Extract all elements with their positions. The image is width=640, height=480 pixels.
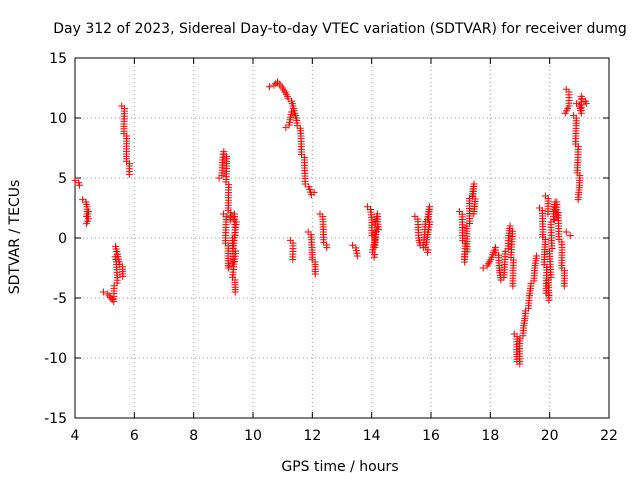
y-tick-label: 5: [58, 171, 67, 187]
x-tick-label: 14: [363, 428, 381, 444]
x-tick-label: 12: [303, 428, 321, 444]
data-point: [582, 100, 590, 108]
data-point: [82, 220, 90, 228]
data-point: [353, 252, 361, 260]
gridlines: [75, 58, 609, 418]
data-point: [370, 253, 378, 261]
data-point: [470, 210, 478, 218]
data-point: [301, 180, 309, 188]
data-point: [99, 288, 107, 296]
y-tick-label: -10: [44, 351, 67, 367]
data-point: [574, 196, 582, 204]
x-tick-label: 22: [600, 428, 618, 444]
data-point: [562, 228, 570, 236]
y-axis-ticks: -15 -10 -5 0 5 10 15: [44, 51, 609, 427]
data-point: [310, 188, 318, 196]
data-point: [561, 109, 569, 117]
x-tick-label: 4: [71, 428, 80, 444]
data-points: [71, 78, 590, 368]
chart-title: Day 312 of 2023, Sidereal Day-to-day VTE…: [53, 21, 627, 37]
data-point: [479, 264, 487, 272]
y-tick-label: 15: [49, 51, 67, 67]
data-point: [226, 216, 234, 224]
data-point: [424, 248, 432, 256]
data-point: [71, 176, 79, 184]
y-tick-label: -5: [53, 291, 67, 307]
data-point: [289, 256, 297, 264]
data-point: [311, 270, 319, 278]
data-point: [509, 282, 517, 290]
x-tick-label: 18: [481, 428, 499, 444]
data-point: [544, 210, 552, 218]
data-point: [323, 244, 331, 252]
x-tick-label: 6: [130, 428, 139, 444]
y-tick-label: 0: [58, 231, 67, 247]
x-tick-label: 8: [189, 428, 198, 444]
data-point: [566, 232, 574, 240]
data-point: [231, 288, 239, 296]
data-point: [560, 282, 568, 290]
x-tick-label: 16: [422, 428, 440, 444]
data-point: [553, 198, 561, 206]
x-axis-label: GPS time / hours: [281, 459, 398, 475]
y-axis-label: SDTVAR / TECUs: [7, 180, 23, 295]
data-point: [533, 252, 541, 260]
y-tick-label: 10: [49, 111, 67, 127]
x-tick-label: 10: [244, 428, 262, 444]
data-point: [288, 108, 296, 116]
x-axis-ticks: 4 6 8 10 12 14 16 18 20 22: [71, 58, 618, 444]
data-point: [76, 181, 84, 189]
data-point: [119, 272, 127, 280]
data-point: [125, 170, 133, 178]
data-point: [270, 81, 278, 89]
data-point: [266, 83, 274, 91]
x-tick-label: 20: [541, 428, 559, 444]
y-tick-label: -15: [44, 411, 67, 427]
